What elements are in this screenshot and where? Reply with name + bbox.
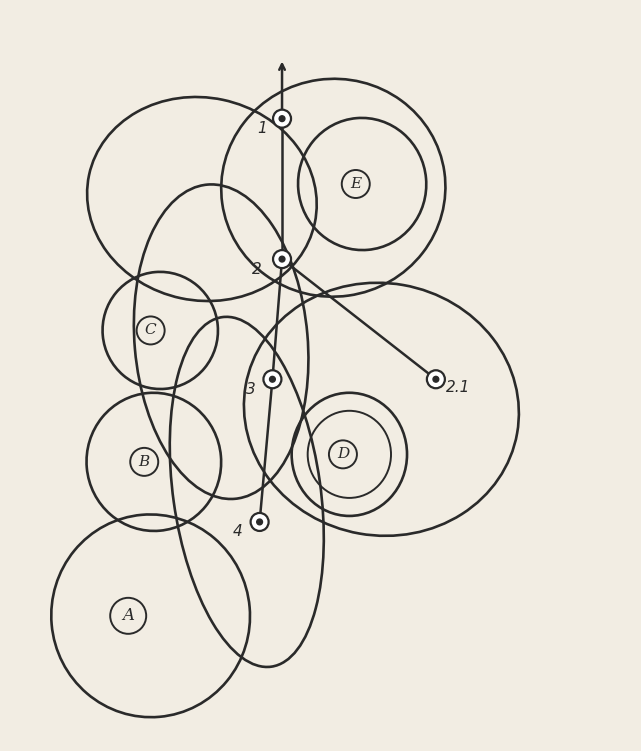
Text: 4: 4 (233, 524, 242, 539)
Text: 2: 2 (252, 261, 262, 276)
Circle shape (251, 513, 269, 531)
Circle shape (433, 376, 438, 382)
Text: E: E (350, 177, 362, 191)
Text: C: C (145, 324, 156, 337)
Circle shape (427, 370, 445, 388)
Text: D: D (337, 448, 349, 461)
Circle shape (273, 250, 291, 268)
Circle shape (279, 116, 285, 122)
Circle shape (273, 110, 291, 128)
Circle shape (263, 370, 281, 388)
Text: A: A (122, 608, 134, 624)
Circle shape (257, 519, 262, 525)
Circle shape (270, 376, 275, 382)
Text: 3: 3 (246, 382, 255, 397)
Circle shape (279, 256, 285, 262)
Text: B: B (138, 455, 150, 469)
Text: 1: 1 (257, 121, 267, 136)
Text: 2.1: 2.1 (445, 380, 470, 395)
